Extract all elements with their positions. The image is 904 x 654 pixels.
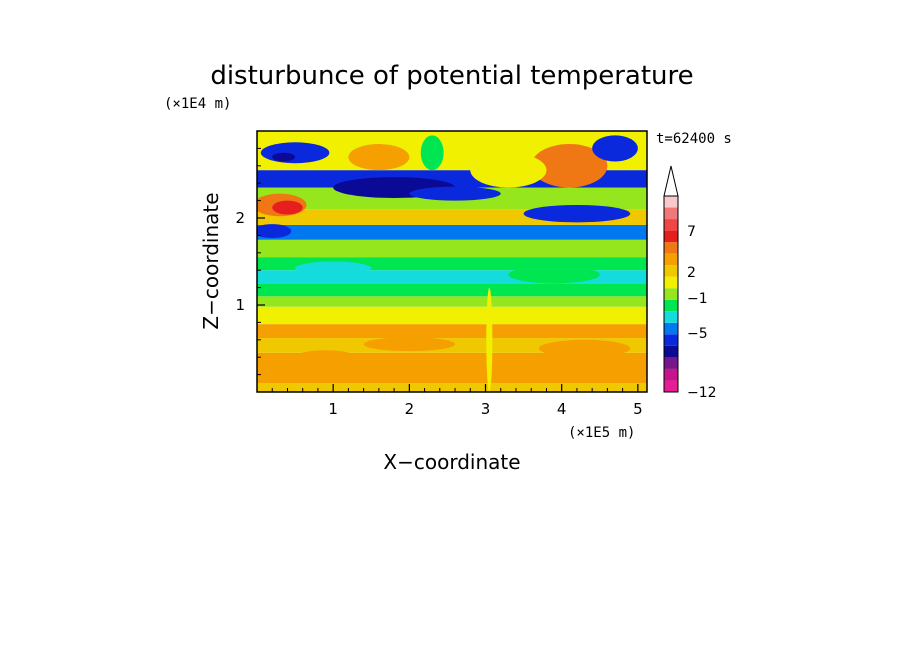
contour-band bbox=[257, 224, 647, 240]
contour-region bbox=[257, 224, 292, 239]
contour-band bbox=[257, 306, 647, 325]
x-ticks: 1 2 3 4 5 bbox=[271, 384, 643, 418]
colorbar-swatch bbox=[664, 207, 678, 220]
colorbar-label: −5 bbox=[687, 326, 708, 342]
contour-region bbox=[363, 337, 456, 352]
colorbar-swatch bbox=[664, 242, 678, 254]
contour-region bbox=[523, 204, 631, 223]
chart-title: disturbunce of potential temperature bbox=[210, 61, 693, 91]
colorbar-label: −1 bbox=[687, 291, 708, 307]
contour-region bbox=[260, 142, 330, 164]
x-tick-label: 3 bbox=[481, 400, 491, 418]
contour-band bbox=[257, 296, 647, 307]
contour-region bbox=[486, 287, 493, 392]
colorbar-swatch bbox=[664, 230, 678, 243]
contour-band bbox=[257, 324, 647, 339]
contour-region bbox=[295, 261, 372, 276]
colorbar-swatch bbox=[664, 219, 678, 231]
y-tick-label: 1 bbox=[235, 296, 245, 314]
contour-region bbox=[470, 152, 547, 188]
colorbar-swatch bbox=[664, 276, 678, 289]
colorbar-swatch bbox=[664, 288, 678, 300]
x-unit-label: (×1E5 m) bbox=[568, 425, 635, 441]
contour-region bbox=[508, 265, 600, 284]
colorbar-swatch bbox=[664, 299, 678, 312]
contour-region bbox=[538, 339, 631, 358]
x-tick-label: 1 bbox=[328, 400, 338, 418]
y-unit-label: (×1E4 m) bbox=[164, 96, 231, 112]
colorbar-swatch bbox=[664, 196, 678, 208]
colorbar-swatch bbox=[664, 380, 678, 392]
colorbar-label: 7 bbox=[687, 224, 696, 240]
colorbar-swatch bbox=[664, 265, 678, 277]
colorbar-swatch bbox=[664, 322, 678, 335]
colorbar-swatch bbox=[664, 368, 678, 381]
contour-region bbox=[272, 200, 303, 215]
y-tick-label: 2 bbox=[235, 209, 245, 227]
colorbar-swatch bbox=[664, 334, 678, 346]
colorbar: −12−5−127 bbox=[663, 165, 717, 401]
y-axis-label: Z−coordinate bbox=[199, 192, 223, 329]
colorbar-label: −12 bbox=[687, 385, 717, 401]
contour-region bbox=[409, 186, 501, 201]
x-tick-label: 5 bbox=[633, 400, 643, 418]
contour-band bbox=[257, 239, 647, 258]
contour-region bbox=[592, 135, 638, 162]
x-tick-label: 4 bbox=[557, 400, 567, 418]
contour-region bbox=[272, 152, 296, 162]
contour-field bbox=[257, 131, 647, 392]
colorbar-swatch bbox=[664, 311, 678, 323]
contour-region bbox=[348, 144, 410, 171]
colorbar-swatch bbox=[664, 357, 678, 369]
contour-region bbox=[420, 135, 444, 171]
colorbar-frame bbox=[663, 195, 679, 393]
colorbar-swatch bbox=[664, 345, 678, 358]
contour-band bbox=[257, 283, 647, 297]
plot-frame bbox=[256, 130, 648, 393]
colorbar-label: 2 bbox=[687, 265, 696, 281]
contour-region bbox=[531, 144, 608, 188]
x-axis-label: X−coordinate bbox=[383, 450, 520, 474]
y-ticks: 12 bbox=[235, 147, 265, 376]
colorbar-extend-arrow bbox=[663, 165, 679, 197]
contour-band bbox=[257, 383, 647, 392]
colorbar-swatch bbox=[664, 253, 678, 266]
x-tick-label: 2 bbox=[405, 400, 415, 418]
time-label: t=62400 s bbox=[656, 131, 732, 147]
contour-region bbox=[295, 350, 357, 365]
